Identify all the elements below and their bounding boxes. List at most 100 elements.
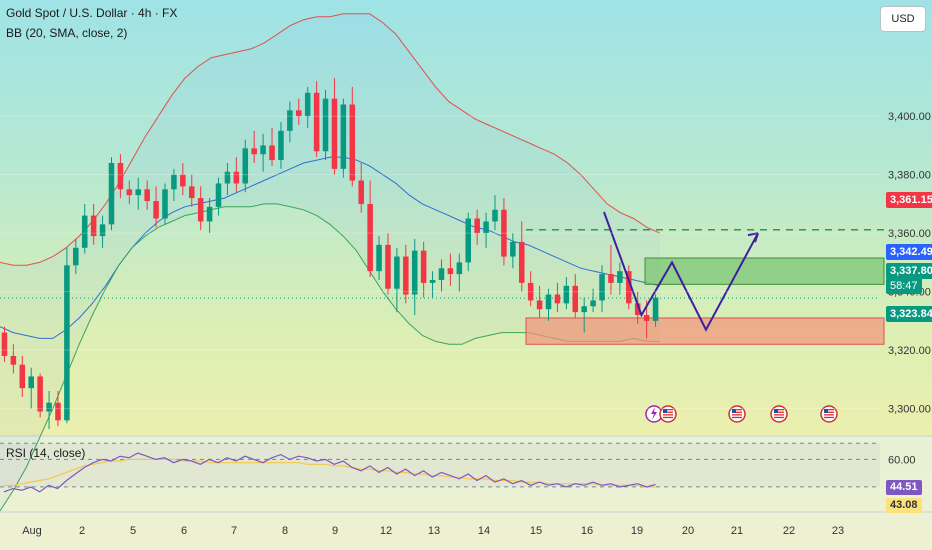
candle-body <box>340 104 347 169</box>
candle-body <box>510 241 516 257</box>
us-flag-icon[interactable] <box>659 405 677 423</box>
candle-body <box>501 209 507 257</box>
candle-body <box>572 285 579 313</box>
x-tick-label: 7 <box>231 525 237 537</box>
x-tick-label: 14 <box>478 525 490 537</box>
candles <box>1 78 659 430</box>
rsi-tick-label: 60.00 <box>888 454 916 466</box>
flag-stripe <box>774 409 784 411</box>
candle-body <box>349 104 356 181</box>
candle-body <box>545 294 552 310</box>
projection <box>603 211 759 332</box>
flag-stripe <box>824 414 834 416</box>
countdown-tag: 58:47 <box>886 278 922 294</box>
candle-body <box>233 171 240 184</box>
candle-body <box>278 130 284 161</box>
candle-body <box>73 247 79 266</box>
event-icons[interactable] <box>645 405 838 423</box>
candle-body <box>652 297 659 321</box>
candle-body <box>206 206 213 222</box>
flag-stripe <box>732 411 742 413</box>
us-flag-icon[interactable] <box>820 405 838 423</box>
bb-basis-price-tag: 3,342.49 <box>886 244 932 260</box>
flag-stripe <box>732 409 742 411</box>
candle-body <box>144 189 150 201</box>
y-tick-label: 3,400.00 <box>888 111 931 123</box>
candle-body <box>563 285 570 304</box>
x-tick-label: 20 <box>682 525 694 537</box>
rsi-label: RSI (14, close) <box>6 446 86 460</box>
flag-canton <box>774 409 778 413</box>
x-tick-label: 5 <box>130 525 136 537</box>
candle-body <box>162 189 168 219</box>
indicator-label: BB (20, SMA, close, 2) <box>6 26 128 40</box>
x-tick-label: 15 <box>530 525 542 537</box>
projection-arrowhead <box>747 232 759 243</box>
candle-body <box>376 244 382 272</box>
candle-body <box>634 303 641 316</box>
candle-body <box>81 215 88 248</box>
price-axis: 3,300.003,320.003,340.003,360.003,380.00… <box>0 111 931 416</box>
candle-body <box>492 209 498 222</box>
candle-body <box>46 402 52 412</box>
flag-stripe <box>732 416 742 419</box>
flag-stripe <box>824 416 834 419</box>
candle-body <box>126 189 133 196</box>
x-tick-label: 12 <box>380 525 392 537</box>
chart-title: Gold Spot / U.S. Dollar · 4h · FX <box>6 6 178 20</box>
y-tick-label: 3,380.00 <box>888 170 931 182</box>
flag-stripe <box>824 409 834 411</box>
supply-zone <box>644 257 885 285</box>
candle-body <box>438 268 445 280</box>
candle-body <box>117 162 124 190</box>
flag-stripe <box>824 411 834 413</box>
bb-fill <box>0 13 660 512</box>
candle-body <box>367 203 373 272</box>
rsi-line <box>3 452 656 493</box>
rsi-pane-background <box>0 436 932 550</box>
candle-body <box>447 268 454 275</box>
candle-body <box>188 186 195 199</box>
candle-body <box>518 241 525 283</box>
currency-button[interactable]: USD <box>880 6 926 32</box>
candle-body <box>269 145 275 161</box>
candle-body <box>108 162 115 225</box>
y-tick-label: 3,320.00 <box>888 345 931 357</box>
candle-body <box>296 110 302 117</box>
candle-body <box>536 300 543 310</box>
x-tick-label: 13 <box>428 525 440 537</box>
flag-stripe <box>774 411 784 413</box>
candle-body <box>135 189 142 196</box>
candle-body <box>171 174 177 190</box>
x-tick-label: 8 <box>282 525 288 537</box>
rsi-signal-tag: 43.08 <box>886 498 922 513</box>
us-flag-icon[interactable] <box>728 405 746 423</box>
projection-path <box>603 211 759 332</box>
candle-body <box>313 92 320 152</box>
zones <box>525 229 885 345</box>
rsi-signal-line <box>4 458 656 488</box>
rsi-value-tag: 44.51 <box>886 480 922 495</box>
candle-body <box>287 110 293 131</box>
flag-stripe <box>774 414 784 416</box>
candle-body <box>153 200 159 219</box>
demand-zone <box>525 317 885 345</box>
lower-price-tag: 3,323.84 <box>886 306 932 322</box>
bb-middle-line <box>0 156 661 339</box>
us-flag-icon[interactable] <box>770 405 788 423</box>
candle-body <box>180 174 186 187</box>
x-tick-label: 9 <box>332 525 338 537</box>
candle-body <box>581 306 587 313</box>
x-tick-label: 6 <box>181 525 187 537</box>
candle-body <box>1 332 8 356</box>
candle-body <box>37 376 43 412</box>
x-tick-label: 21 <box>731 525 743 537</box>
flag-canton <box>824 409 828 413</box>
x-tick-label: 2 <box>79 525 85 537</box>
candle-body <box>403 256 409 295</box>
flag-stripe <box>663 409 673 411</box>
candle-body <box>55 402 61 421</box>
last-price-tag: 3,337.80 <box>886 263 932 279</box>
